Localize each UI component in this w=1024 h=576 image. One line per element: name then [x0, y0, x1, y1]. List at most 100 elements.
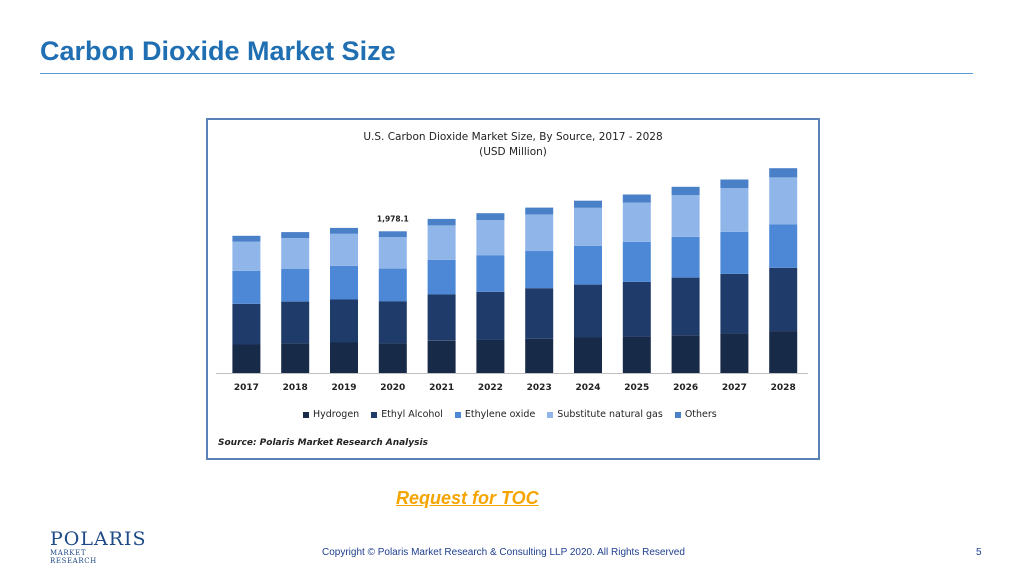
- bar-segment-substitute-natural-gas-2020: [378, 237, 407, 269]
- bar-segment-others-2022: [476, 213, 505, 221]
- bar-segment-hydrogen-2019: [330, 342, 358, 373]
- bar-segment-ethylene-oxide-2021: [427, 259, 456, 295]
- legend-item-ethylene-oxide: Ethylene oxide: [454, 409, 536, 420]
- bar-segment-ethyl-alcohol-2028: [769, 267, 798, 332]
- chart-frame: U.S. Carbon Dioxide Market Size, By Sour…: [206, 118, 820, 460]
- logo-subtitle: MARKET RESEARCH: [50, 549, 97, 565]
- legend-swatch: [303, 411, 309, 418]
- bar-segment-ethyl-alcohol-2026: [671, 277, 700, 336]
- slide-title: Carbon Dioxide Market Size: [40, 36, 396, 66]
- bar-segment-hydrogen-2023: [525, 338, 554, 373]
- bar-segment-others-2020: [378, 231, 407, 238]
- polaris-logo: POLARIS MARKET RESEARCH: [50, 528, 147, 566]
- chart-legend: Hydrogen Ethyl Alcohol Ethylene oxide Subst…: [303, 409, 717, 420]
- bar-segment-substitute-natural-gas-2017: [232, 241, 261, 271]
- x-tick-label-2019: 2019: [331, 383, 356, 393]
- chart-title: U.S. Carbon Dioxide Market Size, By Sour…: [363, 131, 663, 143]
- legend-swatch: [371, 411, 378, 418]
- legend-item-others: Others: [674, 409, 717, 420]
- chart-title-block: U.S. Carbon Dioxide Market Size, By Sour…: [208, 130, 818, 160]
- bar-segment-substitute-natural-gas-2018: [281, 238, 310, 269]
- title-divider: [40, 73, 973, 74]
- bar-segment-hydrogen-2026: [671, 335, 700, 373]
- legend-label: Ethyl Alcohol: [381, 409, 443, 420]
- bar-segment-others-2027: [720, 179, 749, 189]
- bar-segment-hydrogen-2020: [378, 343, 407, 373]
- stacked-bar-chart: 2017 2018 2019 2020 1,978.1 2021 2022 2023 2024 2…: [216, 168, 808, 393]
- bar-segment-substitute-natural-gas-2019: [330, 233, 358, 266]
- bar-segment-ethyl-alcohol-2021: [427, 294, 456, 341]
- bar-segment-hydrogen-2018: [281, 343, 310, 373]
- bar-segment-substitute-natural-gas-2025: [622, 202, 651, 242]
- legend-item-hydrogen: Hydrogen: [303, 409, 359, 420]
- bar-segment-others-2028: [769, 168, 798, 178]
- bar-segment-ethylene-oxide-2022: [476, 255, 505, 292]
- bar-segment-others-2018: [281, 232, 310, 239]
- bar-segment-ethylene-oxide-2020: [378, 268, 407, 302]
- legend-label: Others: [684, 409, 717, 420]
- page-number: 5: [976, 547, 982, 558]
- bar-segment-substitute-natural-gas-2027: [720, 188, 749, 232]
- legend-label: Hydrogen: [313, 409, 360, 420]
- bar-segment-hydrogen-2017: [232, 344, 261, 373]
- data-label-2020: 1,978.1: [377, 214, 409, 223]
- bar-segment-others-2024: [574, 200, 602, 208]
- bar-segment-ethylene-oxide-2027: [720, 231, 749, 274]
- bar-segment-substitute-natural-gas-2023: [525, 214, 554, 252]
- legend-label: Substitute natural gas: [557, 409, 663, 420]
- legend-label: Ethylene oxide: [464, 409, 536, 420]
- x-tick-label-2020: 2020: [380, 383, 405, 393]
- bar-segment-others-2026: [671, 186, 700, 196]
- bar-segment-ethyl-alcohol-2022: [476, 291, 505, 340]
- bar-segment-others-2021: [427, 218, 456, 226]
- bar-segment-ethyl-alcohol-2019: [330, 299, 358, 343]
- bar-segment-others-2023: [525, 207, 554, 215]
- x-tick-label-2017: 2017: [234, 383, 259, 393]
- bar-segment-hydrogen-2022: [476, 339, 505, 373]
- bar-segment-hydrogen-2028: [769, 331, 798, 373]
- x-tick-label-2023: 2023: [527, 383, 552, 393]
- bar-segment-substitute-natural-gas-2028: [769, 177, 798, 225]
- request-toc-link[interactable]: Request for TOC: [396, 488, 539, 508]
- bar-segment-ethylene-oxide-2028: [769, 224, 798, 268]
- bar-segment-ethylene-oxide-2024: [574, 245, 602, 285]
- legend-swatch: [547, 411, 554, 418]
- bar-segment-hydrogen-2021: [427, 340, 456, 373]
- bar-segment-ethylene-oxide-2018: [281, 268, 310, 302]
- bar-segment-ethyl-alcohol-2023: [525, 288, 554, 339]
- bar-segment-ethyl-alcohol-2018: [281, 301, 310, 344]
- bar-segment-ethylene-oxide-2023: [525, 251, 554, 289]
- bar-segment-others-2017: [232, 235, 261, 242]
- legend-item-ethyl-alcohol: Ethyl Alcohol: [371, 409, 443, 420]
- bar-segment-ethylene-oxide-2026: [671, 236, 700, 278]
- bar-segment-substitute-natural-gas-2022: [476, 220, 505, 256]
- bar-segment-ethyl-alcohol-2024: [574, 284, 602, 338]
- legend-item-substitute-natural-gas: Substitute natural gas: [547, 409, 663, 420]
- bar-segment-ethylene-oxide-2025: [622, 241, 651, 282]
- bar-segment-others-2025: [622, 194, 651, 203]
- x-tick-label-2018: 2018: [283, 383, 308, 393]
- bar-segment-substitute-natural-gas-2021: [427, 225, 456, 260]
- bar-segment-ethyl-alcohol-2017: [232, 303, 261, 345]
- logo-wordmark: POLARIS: [50, 528, 147, 550]
- legend-swatch: [454, 411, 461, 418]
- copyright-text: Copyright © Polaris Market Research & Co…: [322, 547, 685, 558]
- bar-segment-hydrogen-2027: [720, 333, 749, 373]
- chart-subtitle: (USD Million): [479, 146, 547, 158]
- bar-segment-hydrogen-2025: [622, 336, 651, 373]
- bar-segment-substitute-natural-gas-2024: [574, 207, 602, 246]
- bar-segment-ethylene-oxide-2019: [330, 265, 358, 300]
- bar-segment-ethylene-oxide-2017: [232, 270, 261, 304]
- x-tick-label-2028: 2028: [771, 383, 796, 393]
- bar-segment-others-2019: [330, 227, 358, 234]
- bar-segment-ethyl-alcohol-2025: [622, 281, 651, 337]
- bar-segment-substitute-natural-gas-2026: [671, 195, 700, 237]
- legend-swatch: [674, 411, 681, 418]
- x-tick-label-2024: 2024: [575, 383, 600, 393]
- chart-source: Source: Polaris Market Research Analysis: [218, 438, 428, 448]
- x-tick-label-2027: 2027: [722, 383, 747, 393]
- x-tick-label-2022: 2022: [478, 383, 503, 393]
- bar-segment-hydrogen-2024: [574, 337, 602, 373]
- x-tick-label-2021: 2021: [429, 383, 454, 393]
- bar-segment-ethyl-alcohol-2020: [378, 301, 407, 344]
